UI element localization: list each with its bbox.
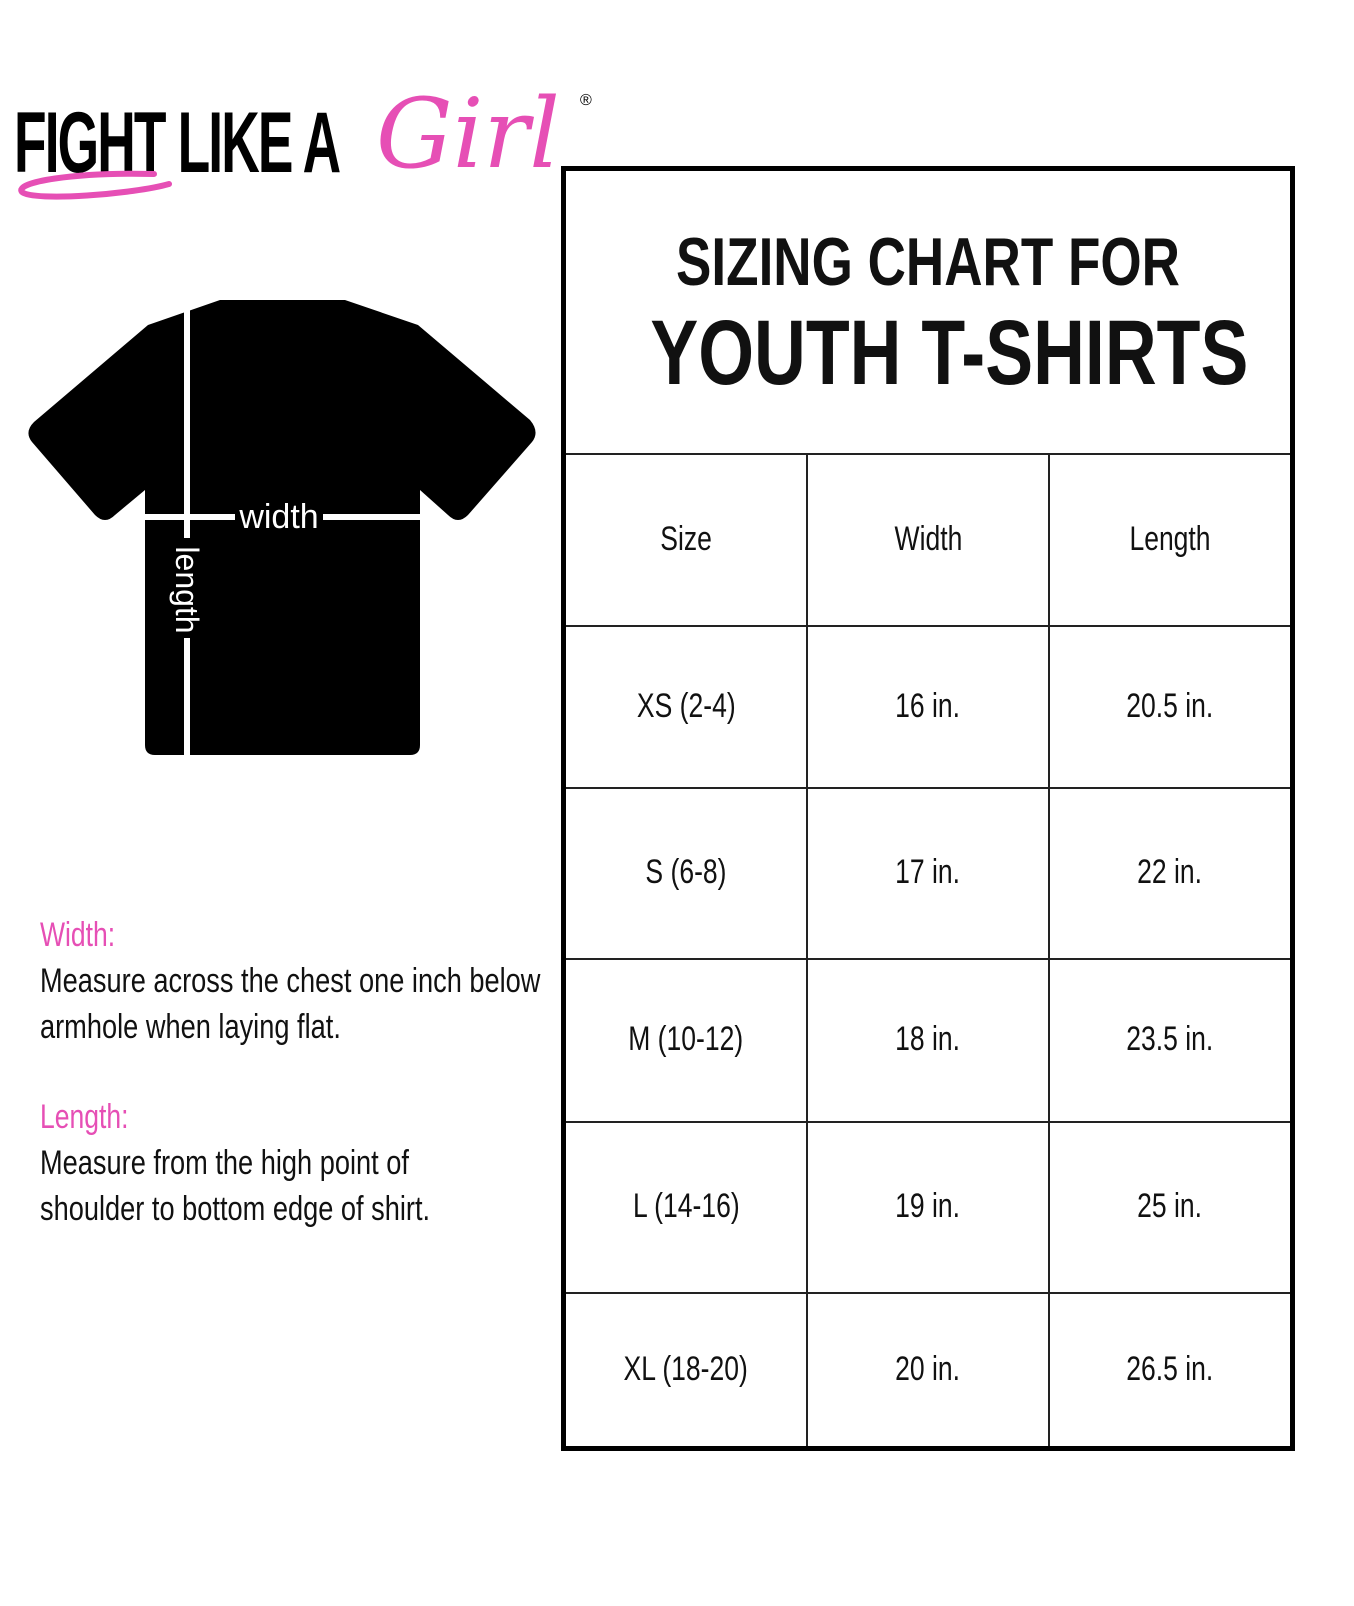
cell-text: Width (894, 519, 962, 558)
length-instruction: Length: Measure from the high point of s… (40, 1094, 560, 1232)
cell-text: Size (660, 519, 712, 558)
table-row: M (10-12) 18 in. 23.5 in. (566, 958, 1290, 1123)
header-cell: Size (566, 453, 808, 625)
cell-text: 26.5 in. (1126, 1349, 1214, 1388)
tshirt-shape-icon (28, 300, 536, 755)
table-cell: 16 in. (808, 625, 1050, 787)
cell-text: Length (1129, 519, 1211, 558)
width-instruction-text: Measure across the chest one inch below … (40, 962, 541, 1046)
sizing-table: SIZING CHART FOR YOUTH T-SHIRTS Size Widt… (561, 166, 1295, 1451)
title-line-1: SIZING CHART FOR (676, 224, 1180, 300)
width-instruction: Width: Measure across the chest one inch… (40, 912, 560, 1050)
table-cell: L (14-16) (566, 1121, 808, 1292)
table-cell: XL (18-20) (566, 1292, 808, 1446)
width-label: width (238, 498, 318, 536)
length-label: length (169, 546, 205, 633)
table-cell: 22 in. (1050, 787, 1290, 958)
cell-text: XL (18-20) (623, 1349, 749, 1388)
cell-text: XS (2-4) (636, 686, 736, 725)
cell-text: 20.5 in. (1126, 686, 1214, 725)
table-cell: M (10-12) (566, 958, 808, 1121)
logo-swoosh-icon (18, 170, 172, 200)
cell-text: 22 in. (1137, 853, 1203, 891)
cell-text: 19 in. (895, 1187, 961, 1225)
length-instruction-text: Measure from the high point of shoulder … (40, 1144, 431, 1228)
header-row: Size Width Length (566, 453, 1290, 627)
table-cell: 20 in. (808, 1292, 1050, 1446)
registered-mark: ® (580, 92, 592, 109)
cell-text: 18 in. (895, 1020, 961, 1058)
table-title: SIZING CHART FOR YOUTH T-SHIRTS (566, 171, 1290, 455)
cell-text: 25 in. (1137, 1187, 1203, 1225)
width-instruction-label: Width: (40, 916, 116, 954)
header-cell: Width (808, 453, 1050, 625)
tshirt-diagram: width length (28, 300, 536, 755)
cell-text: 16 in. (895, 686, 961, 725)
table-cell: 25 in. (1050, 1121, 1290, 1292)
table-row: XS (2-4) 16 in. 20.5 in. (566, 625, 1290, 789)
table-row: S (6-8) 17 in. 22 in. (566, 787, 1290, 960)
header-cell: Length (1050, 453, 1290, 625)
table-row: L (14-16) 19 in. 25 in. (566, 1121, 1290, 1294)
title-line-2: YOUTH T-SHIRTS (650, 302, 1249, 404)
table-cell: 23.5 in. (1050, 958, 1290, 1121)
cell-text: M (10-12) (628, 1020, 744, 1058)
cell-text: L (14-16) (632, 1187, 740, 1225)
table-row: XL (18-20) 20 in. 26.5 in. (566, 1292, 1290, 1446)
cell-text: 23.5 in. (1126, 1020, 1214, 1058)
table-cell: 19 in. (808, 1121, 1050, 1292)
table-cell: 18 in. (808, 958, 1050, 1121)
cell-text: 17 in. (895, 853, 961, 891)
cell-text: S (6-8) (645, 853, 727, 891)
table-cell: 20.5 in. (1050, 625, 1290, 787)
table-cell: 17 in. (808, 787, 1050, 958)
cell-text: 20 in. (895, 1349, 961, 1388)
table-cell: 26.5 in. (1050, 1292, 1290, 1446)
brand-logo: FIGHT LIKE A Girl ® (14, 78, 604, 207)
brand-script: Girl (376, 78, 560, 190)
table-cell: XS (2-4) (566, 625, 808, 787)
table-cell: S (6-8) (566, 787, 808, 958)
length-instruction-label: Length: (40, 1098, 129, 1136)
